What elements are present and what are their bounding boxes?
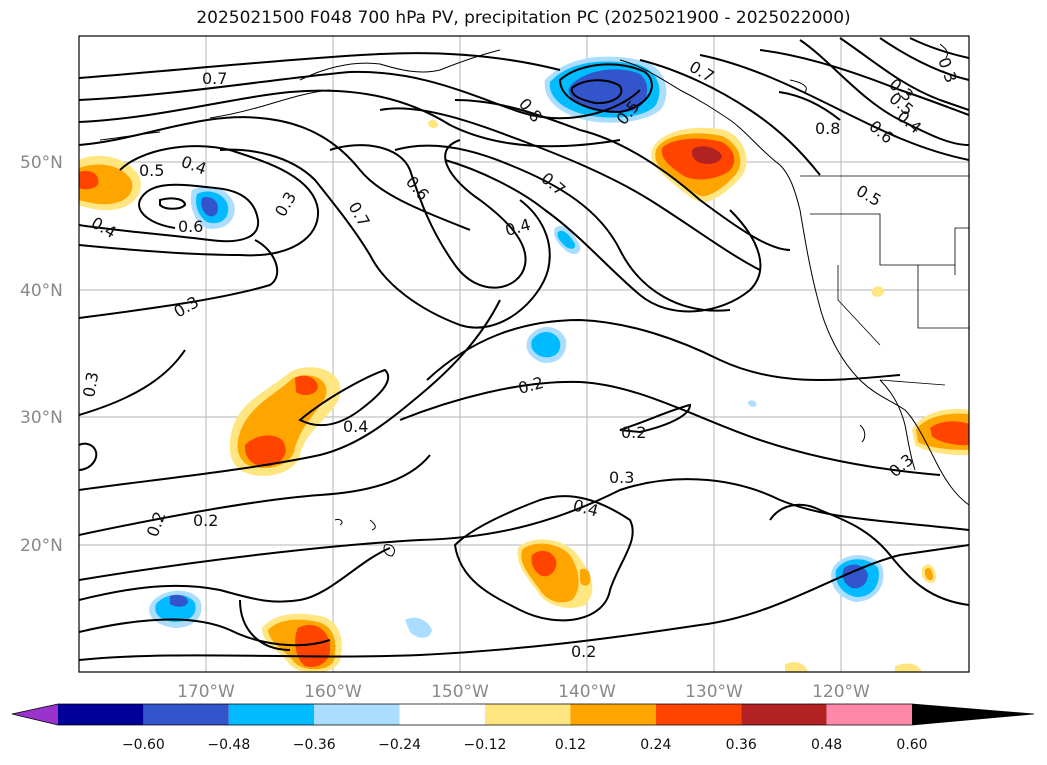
- colorbar-bin: [399, 704, 485, 725]
- colorbar-bin: [741, 704, 827, 725]
- contour-label: 0.6: [178, 217, 203, 236]
- lon-label-120w: 120°W: [812, 682, 870, 702]
- lat-label-50n: 50°N: [20, 153, 63, 173]
- colorbar-bin: [570, 704, 656, 725]
- contour-label: 0.2: [621, 423, 646, 442]
- lon-label-140w: 140°W: [558, 682, 616, 702]
- lon-label-170w: 170°W: [177, 682, 235, 702]
- colorbar-tick-label: −0.60: [122, 737, 165, 753]
- contour-label: 0.2: [193, 511, 218, 530]
- colorbar-extend-max: [912, 704, 1034, 725]
- colorbar-bin: [485, 704, 571, 725]
- colorbar-tick-label: −0.12: [464, 737, 507, 753]
- colorbar-extend-min: [12, 704, 58, 725]
- contour-label: 0.8: [815, 119, 840, 138]
- colorbar-tick-label: −0.36: [293, 737, 336, 753]
- colorbar-tick-label: 0.24: [640, 737, 671, 753]
- colorbar-bin: [314, 704, 400, 725]
- colorbar-bin: [655, 704, 742, 725]
- colorbar-bin: [826, 704, 912, 725]
- political-borders: [800, 175, 969, 386]
- coastlines: [99, 43, 969, 557]
- contour-label: 0.3: [609, 468, 634, 487]
- colorbar: [11, 703, 1035, 726]
- contour-label: 0.4: [343, 417, 368, 436]
- colorbar-tick-label: −0.48: [207, 737, 250, 753]
- lat-label-30n: 30°N: [20, 408, 63, 428]
- colorbar-bin: [228, 704, 315, 725]
- contour-label: 0.7: [202, 69, 227, 88]
- colorbar-tick-label: 0.12: [555, 737, 586, 753]
- lon-label-150w: 150°W: [431, 682, 489, 702]
- colorbar-ticks: −0.60 −0.48 −0.36 −0.24 −0.12 0.12 0.24 …: [122, 737, 928, 753]
- lon-label-160w: 160°W: [304, 682, 362, 702]
- pv-contours: [79, 37, 969, 661]
- colorbar-tick-label: 0.60: [896, 737, 927, 753]
- contour-label: 0.5: [139, 161, 164, 180]
- colorbar-tick-label: 0.48: [811, 737, 842, 753]
- latitude-labels: 50°N 40°N 30°N 20°N: [20, 153, 63, 556]
- colorbar-bin: [143, 704, 229, 725]
- map-frame: [78, 35, 970, 673]
- lon-label-130w: 130°W: [685, 682, 743, 702]
- colorbar-tick-label: −0.24: [378, 737, 421, 753]
- longitude-labels: 170°W 160°W 150°W 140°W 130°W 120°W: [177, 682, 870, 702]
- colorbar-outline: [11, 703, 1035, 726]
- contour-label: 0.2: [571, 642, 596, 661]
- colorbar-bin: [58, 704, 144, 725]
- lat-label-40n: 40°N: [20, 281, 63, 301]
- contour-label: 0.3: [79, 370, 102, 398]
- precip-shading: [79, 56, 969, 672]
- map-title: 2025021500 F048 700 hPa PV, precipitatio…: [196, 8, 851, 28]
- colorbar-tick-label: 0.36: [726, 737, 757, 753]
- lat-label-20n: 20°N: [20, 536, 63, 556]
